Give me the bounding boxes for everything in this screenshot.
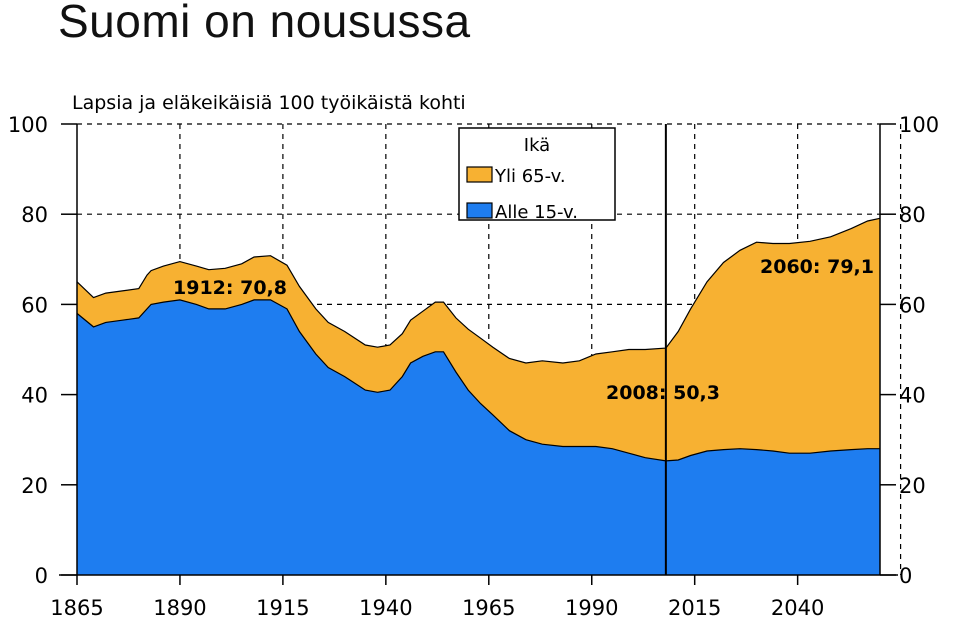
y-tick-label-right: 80 bbox=[899, 203, 926, 227]
legend-swatch bbox=[466, 166, 493, 183]
y-tick-label: 40 bbox=[21, 384, 48, 408]
x-tick-label: 1965 bbox=[462, 596, 515, 620]
annotation-label: 2008: 50,3 bbox=[606, 382, 720, 404]
legend-label: Alle 15-v. bbox=[495, 202, 578, 223]
line-total bbox=[76, 217, 881, 364]
y-tick-label: 60 bbox=[21, 293, 48, 317]
x-tick-label: 1940 bbox=[359, 596, 412, 620]
annotation-label: 1912: 70,8 bbox=[173, 277, 287, 299]
annotation-label: 2060: 79,1 bbox=[760, 256, 874, 278]
legend-title: Ikä bbox=[524, 135, 550, 156]
dependency-ratio-chart: Lapsia ja eläkeikäisiä 100 työikäistä ko… bbox=[8, 92, 939, 620]
area-alle-15 bbox=[77, 299, 880, 575]
legend: Ikä Yli 65-v. Alle 15-v. bbox=[458, 127, 616, 223]
x-tick-label: 1865 bbox=[50, 596, 103, 620]
y-tick-label-right: 20 bbox=[899, 474, 926, 498]
y-tick-label-right: 0 bbox=[899, 564, 912, 588]
x-tick-label: 2040 bbox=[771, 596, 824, 620]
y-tick-label: 80 bbox=[21, 203, 48, 227]
y-tick-label: 20 bbox=[21, 474, 48, 498]
legend-label: Yli 65-v. bbox=[494, 166, 566, 187]
x-tick-label: 1915 bbox=[256, 596, 309, 620]
area-yli-65 bbox=[77, 218, 880, 461]
y-tick-label-right: 60 bbox=[899, 293, 926, 317]
x-tick-label: 1990 bbox=[565, 596, 618, 620]
y-tick-label: 100 bbox=[8, 113, 48, 137]
y-tick-label-right: 40 bbox=[899, 384, 926, 408]
legend-swatch bbox=[466, 202, 493, 219]
y-tick-label-right: 100 bbox=[899, 113, 939, 137]
area-series bbox=[76, 124, 881, 575]
chart-title: Lapsia ja eläkeikäisiä 100 työikäistä ko… bbox=[72, 92, 466, 114]
annotations: 1912: 70,8 2008: 50,3 2060: 79,1 bbox=[173, 256, 874, 404]
y-tick-label: 0 bbox=[35, 564, 48, 588]
line-alle-15 bbox=[76, 299, 880, 462]
x-tick-label: 1890 bbox=[153, 596, 206, 620]
x-tick-label: 2015 bbox=[668, 596, 721, 620]
slide-title: Suomi on nousussa bbox=[58, 0, 471, 47]
